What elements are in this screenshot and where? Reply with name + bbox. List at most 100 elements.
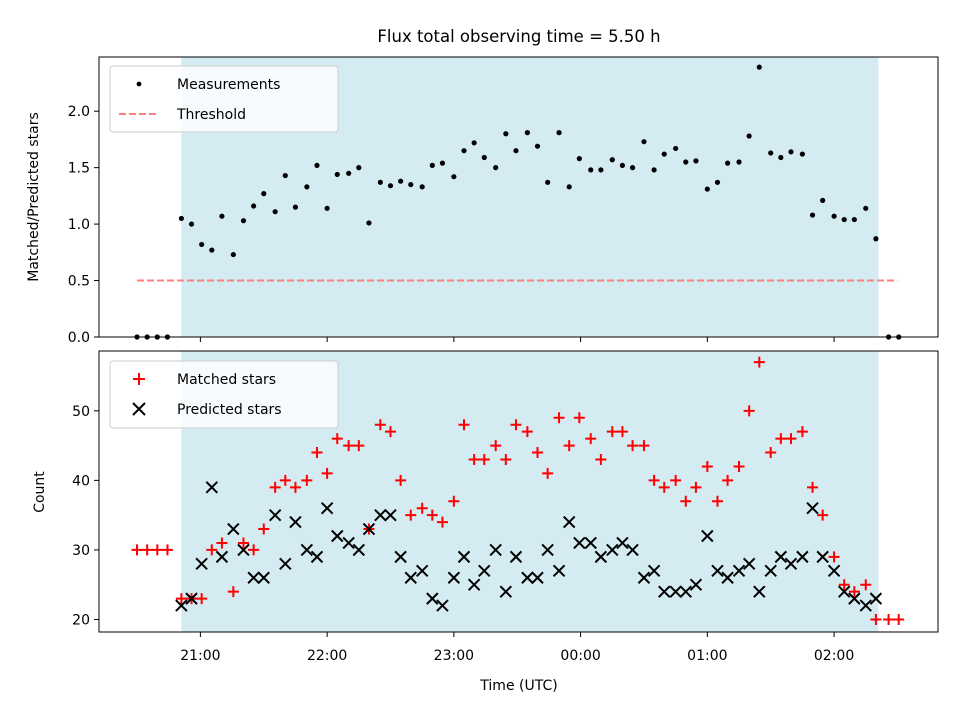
measurement-point xyxy=(873,236,879,242)
predicted-star-point xyxy=(753,585,766,598)
legend-matched-label: Matched stars xyxy=(177,372,276,388)
matched-star-point xyxy=(775,433,787,445)
matched-star-point xyxy=(269,481,281,493)
matched-star-point xyxy=(384,426,396,438)
predicted-star-point xyxy=(637,571,651,584)
measurement-point xyxy=(419,184,425,190)
matched-star-point xyxy=(765,447,777,459)
x-tick-label: 01:00 xyxy=(687,648,727,664)
ratio-marks xyxy=(134,64,902,340)
predicted-star-point xyxy=(436,599,449,612)
predicted-star-point xyxy=(658,585,671,598)
predicted-star-point xyxy=(616,536,629,550)
legend-predicted-label: Predicted stars xyxy=(177,402,282,418)
predicted-star-point xyxy=(205,481,219,494)
predicted-star-point xyxy=(701,529,714,543)
matched-star-point xyxy=(353,440,365,452)
predicted-star-point xyxy=(827,564,841,577)
measurement-point xyxy=(619,162,626,168)
matched-star-point xyxy=(711,495,723,507)
measurement-point xyxy=(661,151,667,157)
measurement-point xyxy=(683,159,689,165)
predicted-star-point xyxy=(594,550,608,564)
count-y-label: Count xyxy=(32,471,48,513)
predicted-star-point xyxy=(215,550,229,564)
matched-star-point xyxy=(206,544,218,556)
measurement-point xyxy=(251,203,257,209)
matched-star-point xyxy=(722,474,734,486)
predicted-star-point xyxy=(268,508,282,522)
matched-star-point xyxy=(828,551,840,563)
measurement-point xyxy=(556,130,562,136)
predicted-star-point xyxy=(869,592,883,605)
predicted-star-point xyxy=(521,571,534,584)
measurement-point xyxy=(756,64,762,70)
matched-star-point xyxy=(321,467,333,479)
measurement-point xyxy=(304,184,310,190)
measurement-point xyxy=(292,204,299,210)
predicted-star-point xyxy=(806,501,819,515)
matched-star-point xyxy=(532,447,544,459)
legend-matched-marker xyxy=(133,373,145,385)
measurement-point xyxy=(768,150,774,156)
predicted-star-point xyxy=(195,557,208,571)
predicted-star-point xyxy=(669,585,682,598)
matched-star-point xyxy=(573,412,585,424)
measurement-point xyxy=(629,165,636,171)
measurement-point xyxy=(524,130,530,136)
predicted-star-point xyxy=(185,592,198,605)
matched-star-point xyxy=(448,495,460,507)
matched-star-point xyxy=(436,516,448,528)
matched-star-point xyxy=(883,613,895,625)
measurement-point xyxy=(513,148,519,154)
predicted-star-point xyxy=(227,522,240,536)
matched-star-point xyxy=(807,481,819,493)
predicted-star-point xyxy=(764,564,777,577)
measurement-point xyxy=(746,133,752,139)
measurement-point xyxy=(272,209,278,215)
predicted-star-point xyxy=(342,536,355,550)
predicted-star-point xyxy=(552,564,566,577)
matched-star-point xyxy=(248,544,260,556)
measurement-point xyxy=(651,167,657,173)
matched-star-point xyxy=(648,474,660,486)
measurement-point xyxy=(377,179,383,185)
matched-star-point xyxy=(468,454,480,466)
measurement-point xyxy=(451,174,457,180)
y-tick-label: 50 xyxy=(72,404,90,420)
legend-threshold-label: Threshold xyxy=(176,107,246,123)
predicted-star-point xyxy=(689,578,703,591)
x-tick-label: 23:00 xyxy=(434,648,474,664)
matched-star-point xyxy=(196,593,208,605)
matched-star-point xyxy=(553,412,565,424)
measurement-point xyxy=(588,167,594,173)
count-legend: Matched stars Predicted stars xyxy=(109,360,339,429)
predicted-star-point xyxy=(237,543,250,557)
predicted-star-point xyxy=(300,543,314,557)
measurement-point xyxy=(429,162,435,168)
matched-star-point xyxy=(606,426,618,438)
predicted-star-point xyxy=(489,543,502,557)
measurement-point xyxy=(725,160,731,166)
matched-star-point xyxy=(838,579,850,591)
predicted-star-point xyxy=(562,515,576,529)
predicted-star-point xyxy=(331,529,344,543)
predicted-star-point xyxy=(647,564,661,577)
predicted-star-point xyxy=(352,543,366,557)
predicted-star-point xyxy=(320,501,334,515)
measurement-point xyxy=(851,216,857,223)
predicted-star-point xyxy=(175,599,188,612)
matched-star-point xyxy=(426,509,438,521)
time-x-axis: 21:00 22:00 23:00 00:00 01:00 02:00 xyxy=(180,632,854,664)
matched-star-point xyxy=(161,544,173,556)
measurement-point xyxy=(503,131,509,137)
y-tick-label: 2.0 xyxy=(68,104,90,120)
measurement-point xyxy=(566,184,572,190)
predicted-star-point xyxy=(816,550,829,564)
matched-star-point xyxy=(279,474,291,486)
matched-star-point xyxy=(416,502,428,514)
measurement-point xyxy=(641,139,647,145)
matched-star-point xyxy=(490,440,502,452)
measurement-point xyxy=(209,247,215,253)
chart-title: Flux total observing time = 5.50 h xyxy=(377,27,660,46)
